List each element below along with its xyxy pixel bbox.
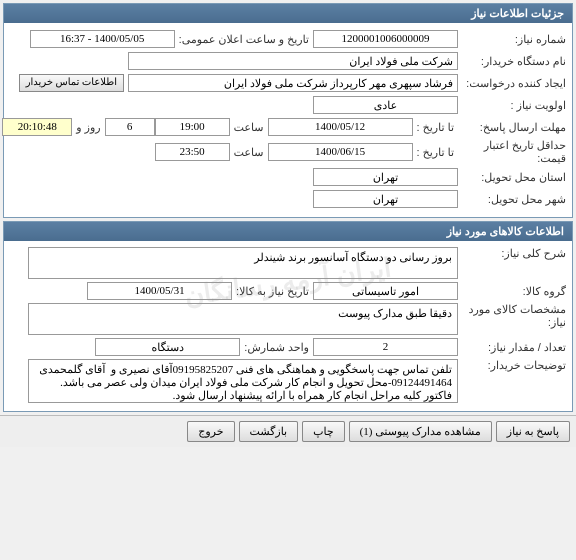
goods-spec [28,303,458,335]
city [313,190,458,208]
lbl-priority: اولویت نیاز : [458,99,566,112]
quantity [313,338,458,356]
lbl-need-number: شماره نیاز: [458,33,566,46]
lbl-notes: توضیحات خریدار: [458,359,566,372]
deadline-hour [155,118,230,136]
lbl-desc: شرح کلی نیاز: [458,247,566,260]
buyer-name [128,52,458,70]
days-remaining [105,118,155,136]
unit [95,338,240,356]
deadline-date [268,118,413,136]
countdown [2,118,72,136]
lbl-group: گروه کالا: [458,285,566,298]
action-bar: پاسخ به نیاز مشاهده مدارک پیوستی (1) چاپ… [0,415,576,447]
lbl-hour2: ساعت [230,146,268,159]
need-description [28,247,458,279]
validity-hour [155,143,230,161]
lbl-validity: حداقل تاریخ اعتبار قیمت: [458,139,566,165]
lbl-deadline: مهلت ارسال پاسخ: [458,121,566,134]
announce-date [30,30,175,48]
lbl-buyer: نام دستگاه خریدار: [458,55,566,68]
lbl-creator: ایجاد کننده درخواست: [458,77,566,90]
buyer-contact-button[interactable]: اطلاعات تماس خریدار [19,74,124,92]
attachments-button[interactable]: مشاهده مدارک پیوستی (1) [349,421,492,442]
lbl-announce: تاریخ و ساعت اعلان عمومی: [175,33,313,46]
goods-group [313,282,458,300]
priority [313,96,458,114]
lbl-unit: واحد شمارش: [240,341,313,354]
need-number [313,30,458,48]
panel2-header: اطلاعات کالاهای مورد نیاز [4,222,572,241]
goods-panel: اطلاعات کالاهای مورد نیاز شرح کلی نیاز: … [3,221,573,412]
creator-name [128,74,458,92]
reply-button[interactable]: پاسخ به نیاز [496,421,570,442]
lbl-to-date2: تا تاریخ : [413,146,458,159]
lbl-qty: تعداد / مقدار نیاز: [458,341,566,354]
need-details-panel: جزئیات اطلاعات نیاز شماره نیاز: تاریخ و … [3,3,573,218]
lbl-province: استان محل تحویل: [458,171,566,184]
exit-button[interactable]: خروج [187,421,234,442]
lbl-days: روز و [72,121,104,134]
print-button[interactable]: چاپ [302,421,345,442]
need-date [87,282,232,300]
province [313,168,458,186]
lbl-city: شهر محل تحویل: [458,193,566,206]
lbl-hour1: ساعت [230,121,268,134]
back-button[interactable]: بازگشت [239,421,299,442]
lbl-to-date: تا تاریخ : [413,121,458,134]
panel1-header: جزئیات اطلاعات نیاز [4,4,572,23]
buyer-notes [28,359,458,403]
validity-date [268,143,413,161]
lbl-remain: ساعت باقی مانده [0,121,2,134]
lbl-spec: مشخصات کالای مورد نیاز: [458,303,566,329]
lbl-need-date: تاریخ نیاز به کالا: [232,285,313,298]
